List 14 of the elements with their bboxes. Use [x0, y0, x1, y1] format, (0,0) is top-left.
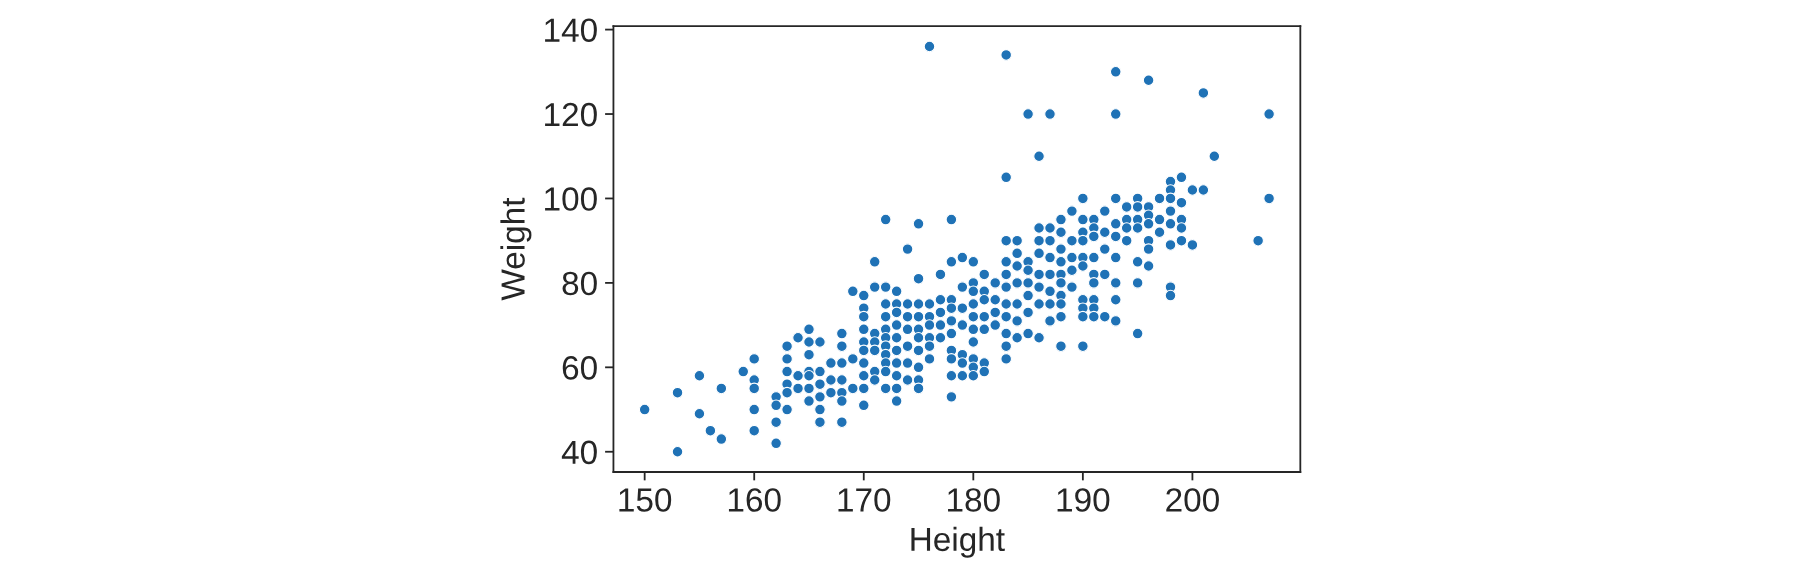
- y-tick-label: 120: [545, 102, 597, 127]
- x-tick-label: 170: [838, 488, 891, 512]
- x-tick-label: 150: [619, 488, 672, 512]
- y-tick-label: 80: [562, 271, 597, 296]
- x-tick-label: 180: [948, 488, 1000, 512]
- x-tick-label: 200: [1166, 488, 1219, 512]
- y-axis-title: Weight: [500, 197, 532, 301]
- y-tick-label: 60: [562, 356, 597, 380]
- x-axis-title: Height: [911, 526, 1005, 558]
- x-tick-label: 160: [728, 488, 781, 512]
- y-tick-label: 140: [545, 18, 597, 42]
- y-tick-label: 100: [545, 187, 597, 211]
- y-tick-label: 40: [561, 440, 597, 465]
- x-tick-label: 190: [1057, 488, 1110, 512]
